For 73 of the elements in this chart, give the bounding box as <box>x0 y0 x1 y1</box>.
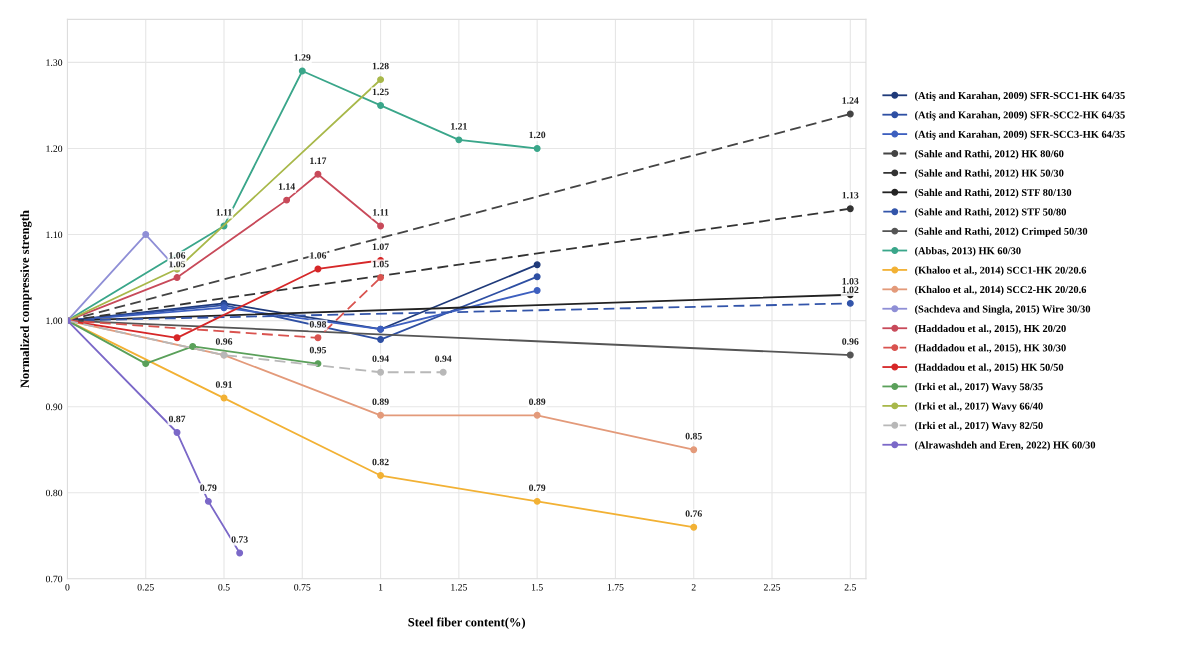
data-label: 1.17 <box>310 157 327 165</box>
legend-label: (Atiş and Karahan, 2009) SFR-SCC3-HK 64/35 <box>915 130 1125 140</box>
legend-label: (Sahle and Rathi, 2012) Crimped 50/30 <box>915 227 1088 237</box>
data-label: 1.29 <box>294 54 311 61</box>
data-label: 0.91 <box>215 381 233 388</box>
data-label: 1.05 <box>372 260 389 268</box>
x-tick-label: 2 <box>691 583 696 591</box>
data-label: 1.21 <box>451 123 467 130</box>
x-tick-label: 1.25 <box>451 583 467 591</box>
data-label: 0.79 <box>200 484 217 492</box>
data-label: 1.28 <box>372 62 389 70</box>
data-label: 1.24 <box>842 97 859 104</box>
y-tick-label: 0.90 <box>45 403 63 411</box>
legend-label: (Haddadou et al., 2015) HK 50/50 <box>915 363 1064 373</box>
legend-label: (Alrawashdeh and Eren, 2022) HK 60/30 <box>915 441 1096 451</box>
data-label: 0.94 <box>435 355 452 362</box>
data-label: 1.05 <box>169 260 186 268</box>
data-label: 0.96 <box>842 338 859 345</box>
data-label: 1.03 <box>842 277 859 285</box>
data-label: 0.85 <box>685 432 702 440</box>
legend-label: (Atiş and Karahan, 2009) SFR-SCC2-HK 64/35 <box>915 111 1125 121</box>
legend-label: (Irki et al., 2017) Wavy 58/35 <box>915 382 1043 393</box>
data-label: 1.07 <box>372 243 389 251</box>
data-label: 0.89 <box>372 398 389 406</box>
x-tick-label: 1.75 <box>607 584 624 591</box>
data-label: 1.13 <box>842 191 859 199</box>
x-tick-label: 0.75 <box>294 583 311 591</box>
legend-label: (Irki et al., 2017) Wavy 82/50 <box>915 421 1043 432</box>
y-tick-label: 0.70 <box>45 575 63 583</box>
data-label: 0.82 <box>372 458 389 466</box>
data-label: 1.11 <box>373 209 389 216</box>
x-tick-label: 2.25 <box>763 583 781 591</box>
x-tick-label: 0 <box>65 583 70 591</box>
legend-label: (Haddadou et al., 2015), HK 30/30 <box>915 344 1066 354</box>
x-tick-label: 2.5 <box>844 583 856 591</box>
data-label: 1.11 <box>216 209 232 216</box>
data-label: 1.02 <box>842 286 859 294</box>
legend-label: (Khaloo et al., 2014) SCC2-HK 20/20.6 <box>915 285 1087 296</box>
x-tick-label: 1 <box>379 584 383 591</box>
legend-label: (Sahle and Rathi, 2012) STF 50/80 <box>915 208 1066 218</box>
data-label: 0.87 <box>168 415 186 423</box>
data-label: 1.14 <box>278 183 295 190</box>
data-label: 0.95 <box>309 346 327 354</box>
data-label: 1.06 <box>169 252 186 259</box>
data-label: 0.76 <box>685 510 702 517</box>
y-tick-label: 1.30 <box>46 59 63 66</box>
data-label: 1.20 <box>529 131 546 139</box>
legend-label: (Khaloo et al., 2014) SCC1-HK 20/20.6 <box>915 266 1087 276</box>
data-label: 1.06 <box>310 252 327 259</box>
y-tick-label: 1.00 <box>46 317 63 325</box>
x-tick-label: 1.5 <box>531 584 543 591</box>
legend-label: (Sahle and Rathi, 2012) STF 80/130 <box>915 188 1072 199</box>
data-label: 0.98 <box>309 320 327 328</box>
x-tick-label: 0.25 <box>137 583 154 591</box>
y-axis-title: Normalized compressive strength <box>20 210 32 388</box>
data-label: 1.25 <box>372 88 389 96</box>
y-tick-label: 0.80 <box>45 489 63 497</box>
legend-label: (Atiş and Karahan, 2009) SFR-SCC1-HK 64/35 <box>915 91 1125 102</box>
data-label: 0.73 <box>231 536 248 543</box>
data-label: 0.79 <box>529 484 546 492</box>
y-tick-label: 1.20 <box>46 145 63 152</box>
legend-label: (Sahle and Rathi, 2012) HK 50/30 <box>915 169 1064 179</box>
legend-label: (Irki et al., 2017) Wavy 66/40 <box>915 402 1043 412</box>
legend-label: (Abbas, 2013) HK 60/30 <box>915 246 1021 257</box>
legend-label: (Sachdeva and Singla, 2015) Wire 30/30 <box>915 305 1091 315</box>
data-label: 0.89 <box>529 398 546 406</box>
y-tick-label: 1.10 <box>46 231 63 239</box>
legend-label: (Haddadou et al., 2015), HK 20/20 <box>915 324 1066 335</box>
data-label: 0.94 <box>372 355 389 362</box>
legend-label: (Sahle and Rathi, 2012) HK 80/60 <box>915 149 1064 160</box>
x-axis-title: Steel fiber content(%) <box>408 617 526 629</box>
x-tick-label: 0.5 <box>218 583 230 591</box>
data-label: 0.96 <box>215 338 233 345</box>
